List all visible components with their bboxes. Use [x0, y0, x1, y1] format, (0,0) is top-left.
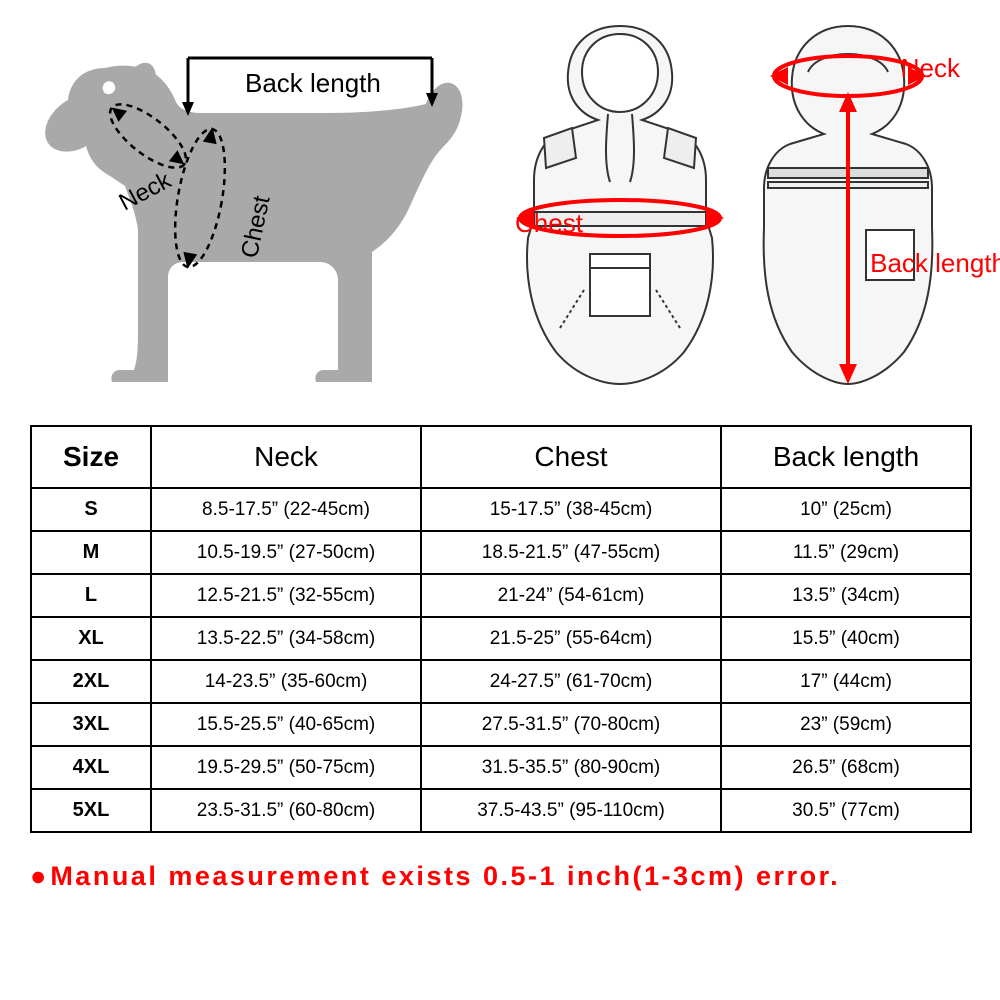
cell-value: 15.5-25.5” (40-65cm) [151, 703, 421, 746]
cell-value: 11.5” (29cm) [721, 531, 971, 574]
cell-value: 18.5-21.5” (47-55cm) [421, 531, 721, 574]
cell-size: 4XL [31, 746, 151, 789]
table-row: L12.5-21.5” (32-55cm)21-24” (54-61cm)13.… [31, 574, 971, 617]
coat-front-icon [510, 18, 730, 388]
cell-value: 13.5” (34cm) [721, 574, 971, 617]
cell-value: 13.5-22.5” (34-58cm) [151, 617, 421, 660]
cell-value: 23.5-31.5” (60-80cm) [151, 789, 421, 832]
coat-measurement-diagram: Neck Chest Back length [510, 18, 970, 398]
cell-value: 24-27.5” (61-70cm) [421, 660, 721, 703]
col-header-size: Size [31, 426, 151, 488]
cell-size: 5XL [31, 789, 151, 832]
col-header-back: Back length [721, 426, 971, 488]
table-row: S8.5-17.5” (22-45cm)15-17.5” (38-45cm)10… [31, 488, 971, 531]
col-header-neck: Neck [151, 426, 421, 488]
coat-label-neck: Neck [901, 53, 960, 84]
cell-value: 37.5-43.5” (95-110cm) [421, 789, 721, 832]
measurement-error-note: ●Manual measurement exists 0.5-1 inch(1-… [0, 833, 1000, 892]
table-row: 3XL15.5-25.5” (40-65cm)27.5-31.5” (70-80… [31, 703, 971, 746]
table-row: 2XL14-23.5” (35-60cm)24-27.5” (61-70cm)1… [31, 660, 971, 703]
cell-value: 15-17.5” (38-45cm) [421, 488, 721, 531]
coat-label-chest: Chest [515, 208, 583, 239]
cell-value: 27.5-31.5” (70-80cm) [421, 703, 721, 746]
col-header-chest: Chest [421, 426, 721, 488]
cell-value: 21-24” (54-61cm) [421, 574, 721, 617]
cell-value: 19.5-29.5” (50-75cm) [151, 746, 421, 789]
size-chart-table: Size Neck Chest Back length S8.5-17.5” (… [30, 425, 972, 833]
footnote-text: Manual measurement exists 0.5-1 inch(1-3… [50, 861, 840, 891]
cell-size: 2XL [31, 660, 151, 703]
coat-label-backlength: Back length [870, 248, 1000, 279]
cell-value: 10.5-19.5” (27-50cm) [151, 531, 421, 574]
cell-value: 30.5” (77cm) [721, 789, 971, 832]
dog-measurement-diagram: Back length Neck Chest [30, 18, 510, 398]
cell-value: 8.5-17.5” (22-45cm) [151, 488, 421, 531]
cell-value: 10” (25cm) [721, 488, 971, 531]
cell-value: 14-23.5” (35-60cm) [151, 660, 421, 703]
cell-value: 23” (59cm) [721, 703, 971, 746]
cell-size: 3XL [31, 703, 151, 746]
cell-value: 17” (44cm) [721, 660, 971, 703]
cell-value: 31.5-35.5” (80-90cm) [421, 746, 721, 789]
cell-value: 21.5-25” (55-64cm) [421, 617, 721, 660]
table-row: M10.5-19.5” (27-50cm)18.5-21.5” (47-55cm… [31, 531, 971, 574]
cell-value: 12.5-21.5” (32-55cm) [151, 574, 421, 617]
cell-size: M [31, 531, 151, 574]
table-header-row: Size Neck Chest Back length [31, 426, 971, 488]
cell-value: 26.5” (68cm) [721, 746, 971, 789]
table-row: 5XL23.5-31.5” (60-80cm)37.5-43.5” (95-11… [31, 789, 971, 832]
table-row: XL13.5-22.5” (34-58cm)21.5-25” (55-64cm)… [31, 617, 971, 660]
cell-size: XL [31, 617, 151, 660]
cell-size: L [31, 574, 151, 617]
label-back-length: Back length [245, 68, 381, 99]
table-row: 4XL19.5-29.5” (50-75cm)31.5-35.5” (80-90… [31, 746, 971, 789]
cell-value: 15.5” (40cm) [721, 617, 971, 660]
cell-size: S [31, 488, 151, 531]
